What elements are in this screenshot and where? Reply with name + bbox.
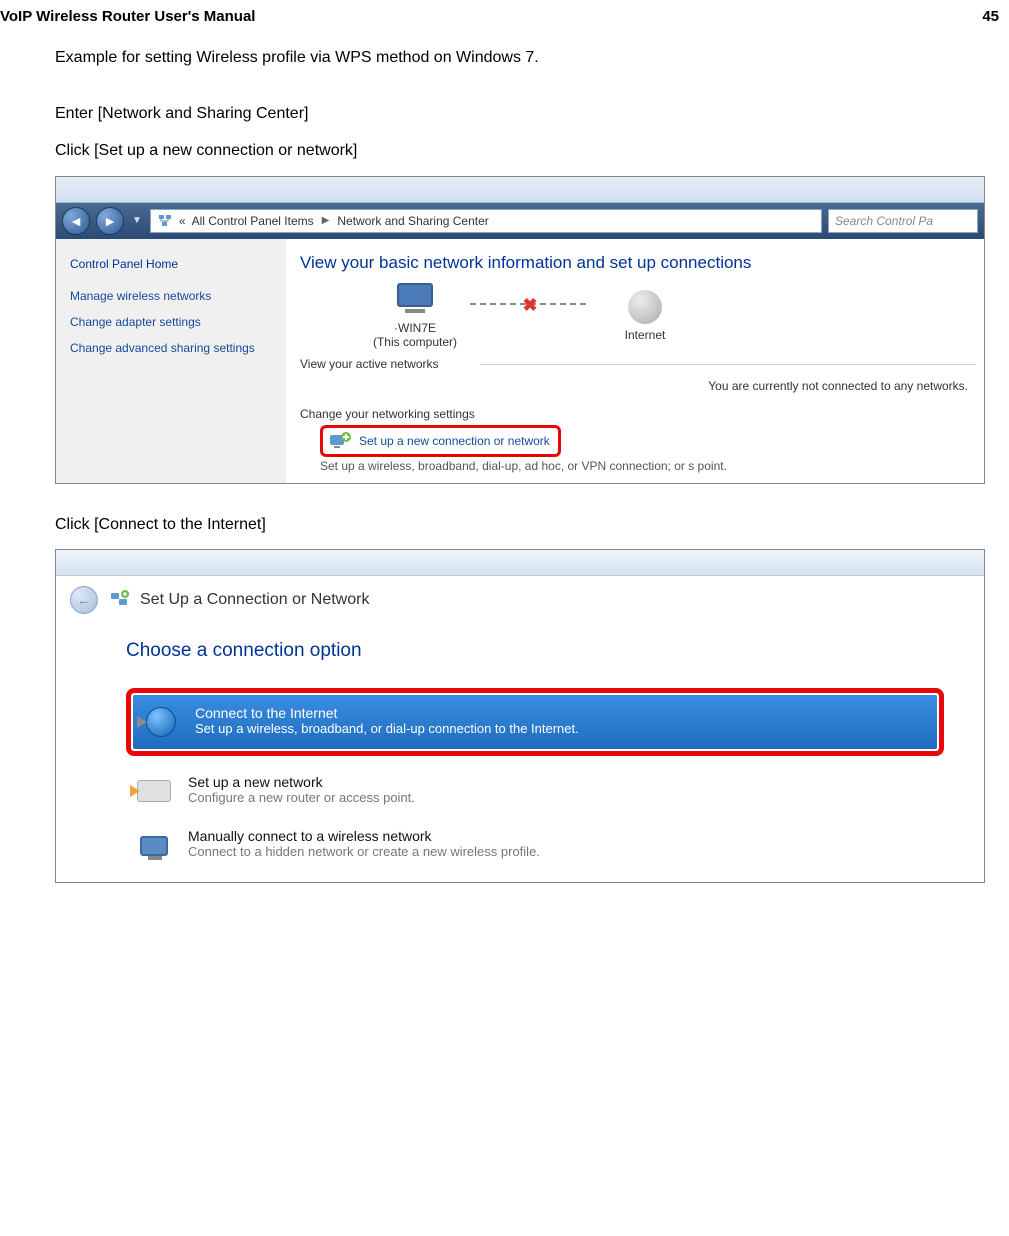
step2-text: Click [Connect to the Internet] [55, 512, 979, 538]
breadcrumb-prefix: « [179, 214, 186, 228]
sidebar: Control Panel Home Manage wireless netwo… [56, 239, 286, 483]
option-connect-internet[interactable]: Connect to the Internet Set up a wireles… [133, 695, 937, 749]
main-panel: View your basic network information and … [286, 239, 984, 483]
screenshot-connection-wizard: ← Set Up a Connection or Network Choose … [55, 549, 985, 883]
connect-internet-icon [141, 705, 181, 739]
option-desc: Configure a new router or access point. [188, 790, 415, 805]
option-desc: Connect to a hidden network or create a … [188, 844, 540, 859]
internet-label: Internet [590, 328, 700, 342]
page-header: VoIP Wireless Router User's Manual 45 [0, 0, 1009, 45]
search-input[interactable]: Search Control Pa [828, 209, 978, 233]
computer-icon [394, 283, 436, 317]
intro-text: Example for setting Wireless profile via… [55, 45, 979, 71]
search-placeholder: Search Control Pa [835, 214, 933, 228]
wizard-title-text: Set Up a Connection or Network [140, 591, 369, 609]
back-arrow-icon: ← [77, 592, 91, 608]
sidebar-home-link[interactable]: Control Panel Home [70, 257, 272, 271]
wizard-heading: Choose a connection option [126, 640, 944, 662]
node-internet: Internet [590, 290, 700, 342]
breadcrumb-item-2[interactable]: Network and Sharing Center [337, 214, 488, 228]
option-manual-wireless[interactable]: Manually connect to a wireless network C… [126, 818, 944, 872]
setup-connection-desc: Set up a wireless, broadband, dial-up, a… [300, 459, 976, 473]
computer-name: ·WIN7E [360, 321, 470, 335]
highlight-box-option: Connect to the Internet Set up a wireles… [126, 688, 944, 756]
sidebar-link-advanced-sharing[interactable]: Change advanced sharing settings [70, 341, 272, 355]
breadcrumb-item-1[interactable]: All Control Panel Items [192, 214, 314, 228]
wizard-body: Choose a connection option Connect to th… [56, 620, 984, 882]
sidebar-link-manage-wireless[interactable]: Manage wireless networks [70, 289, 272, 303]
highlight-box: Set up a new connection or network [320, 425, 561, 457]
setup-connection-row: Set up a new connection or network [300, 421, 976, 457]
step1-text-2: Click [Set up a new connection or networ… [55, 138, 979, 164]
node-this-computer: ·WIN7E (This computer) [360, 283, 470, 349]
option-desc: Set up a wireless, broadband, or dial-up… [195, 721, 579, 736]
sidebar-link-adapter-settings[interactable]: Change adapter settings [70, 315, 272, 329]
forward-arrow-icon: ► [103, 213, 117, 229]
wizard-back-button[interactable]: ← [70, 586, 98, 614]
step1-text-1: Enter [Network and Sharing Center] [55, 101, 979, 127]
page-number: 45 [982, 8, 999, 25]
main-heading: View your basic network information and … [300, 253, 976, 273]
back-button[interactable]: ◄ [62, 207, 90, 235]
address-bar[interactable]: « All Control Panel Items ▶ Network and … [150, 209, 822, 233]
no-networks-text: You are currently not connected to any n… [300, 375, 976, 403]
setup-network-icon [134, 774, 174, 808]
chevron-right-icon: ▶ [320, 215, 332, 226]
nsc-body: Control Panel Home Manage wireless netwo… [56, 239, 984, 483]
option-title: Manually connect to a wireless network [188, 828, 540, 844]
disconnected-x-icon: ✖ [522, 295, 537, 316]
wizard-header: ← Set Up a Connection or Network [56, 576, 984, 620]
nav-history-dropdown-icon[interactable]: ▼ [130, 215, 144, 226]
manual-title: VoIP Wireless Router User's Manual [0, 8, 255, 25]
connection-line: ✖ [470, 303, 590, 305]
manual-wireless-icon [134, 828, 174, 862]
network-diagram: ·WIN7E (This computer) ✖ Internet [300, 283, 976, 349]
screenshot-network-sharing-center: ◄ ► ▼ « All Control Panel Items ▶ Networ… [55, 176, 985, 484]
new-connection-icon [325, 430, 353, 452]
globe-icon [628, 290, 662, 324]
forward-button[interactable]: ► [96, 207, 124, 235]
section-change-settings: Change your networking settings [300, 407, 976, 421]
back-arrow-icon: ◄ [69, 213, 83, 229]
option-title: Connect to the Internet [195, 705, 579, 721]
setup-connection-link[interactable]: Set up a new connection or network [359, 434, 550, 448]
network-center-icon [157, 213, 173, 229]
explorer-nav-bar: ◄ ► ▼ « All Control Panel Items ▶ Networ… [56, 203, 984, 239]
wizard-titlebar [56, 550, 984, 576]
wizard-icon [108, 589, 130, 611]
window-titlebar [56, 177, 984, 203]
section-active-networks: View your active networks [300, 357, 976, 371]
option-setup-network[interactable]: Set up a new network Configure a new rou… [126, 764, 944, 818]
option-title: Set up a new network [188, 774, 415, 790]
computer-sub: (This computer) [360, 335, 470, 349]
